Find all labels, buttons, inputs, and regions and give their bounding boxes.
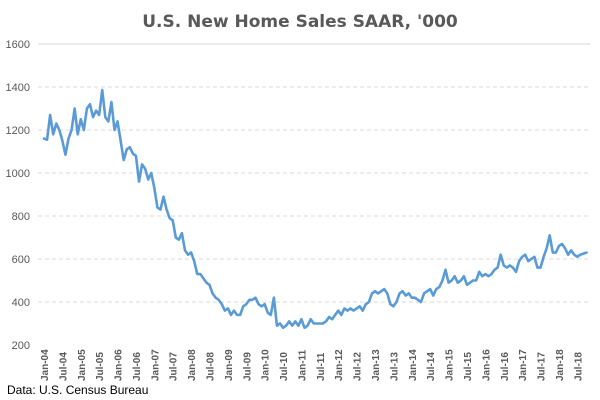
- x-tick-label: Jul-11: [316, 352, 327, 381]
- x-tick-label: Jan-17: [518, 349, 529, 381]
- x-tick-label: Jul-05: [95, 352, 106, 381]
- x-tick-label: Jul-07: [169, 352, 180, 381]
- x-tick-label: Jul-09: [242, 352, 253, 381]
- x-tick-label: Jul-13: [389, 352, 400, 381]
- y-tick-label: 600: [12, 254, 30, 266]
- x-tick-label: Jan-11: [297, 349, 308, 381]
- x-tick-label: Jul-04: [58, 352, 69, 381]
- x-tick-label: Jan-13: [371, 349, 382, 381]
- y-tick-label: 1400: [6, 82, 30, 94]
- y-tick-label: 800: [12, 211, 30, 223]
- y-tick-label: 400: [12, 297, 30, 309]
- x-tick-label: Jul-08: [206, 352, 217, 381]
- y-tick-label: 1200: [6, 125, 30, 137]
- x-tick-label: Jul-18: [573, 352, 584, 381]
- gridlines: [38, 43, 590, 303]
- source-note: Data: U.S. Census Bureau: [7, 383, 148, 397]
- x-axis-ticks: Jan-04 Jul-04 Jan-05 Jul-05 Jan-06 Jul-06 Jan-…: [40, 349, 584, 381]
- x-tick-label: Jul-14: [426, 352, 437, 381]
- x-tick-label: Jan-18: [555, 349, 566, 381]
- x-tick-label: Jul-10: [279, 352, 290, 381]
- x-tick-label: Jan-09: [224, 349, 235, 381]
- x-tick-label: Jul-16: [500, 352, 511, 381]
- x-tick-label: Jan-10: [261, 349, 272, 381]
- x-tick-label: Jan-16: [481, 349, 492, 381]
- x-tick-label: Jan-14: [408, 349, 419, 381]
- x-tick-label: Jan-12: [334, 349, 345, 381]
- data-points: [43, 90, 587, 328]
- x-tick-label: Jan-08: [187, 349, 198, 381]
- x-tick-label: Jul-06: [132, 352, 143, 381]
- x-tick-label: Jan-05: [77, 349, 88, 381]
- x-tick-label: Jul-17: [537, 352, 548, 381]
- chart-title: U.S. New Home Sales SAAR, '000: [142, 12, 458, 32]
- x-tick-label: Jul-15: [463, 352, 474, 381]
- y-tick-label: 1000: [6, 168, 30, 180]
- y-tick-label: 200: [12, 340, 30, 352]
- x-tick-label: Jan-15: [445, 349, 456, 381]
- x-tick-label: Jul-12: [353, 352, 364, 381]
- x-tick-label: Jan-07: [150, 349, 161, 381]
- y-tick-label: 1600: [6, 39, 30, 51]
- x-tick-label: Jan-06: [114, 349, 125, 381]
- series-line: [42, 88, 588, 330]
- x-tick-label: Jan-04: [40, 349, 51, 381]
- y-axis-ticks: 200 400 600 800 1000 1200 1400 1600: [6, 39, 30, 352]
